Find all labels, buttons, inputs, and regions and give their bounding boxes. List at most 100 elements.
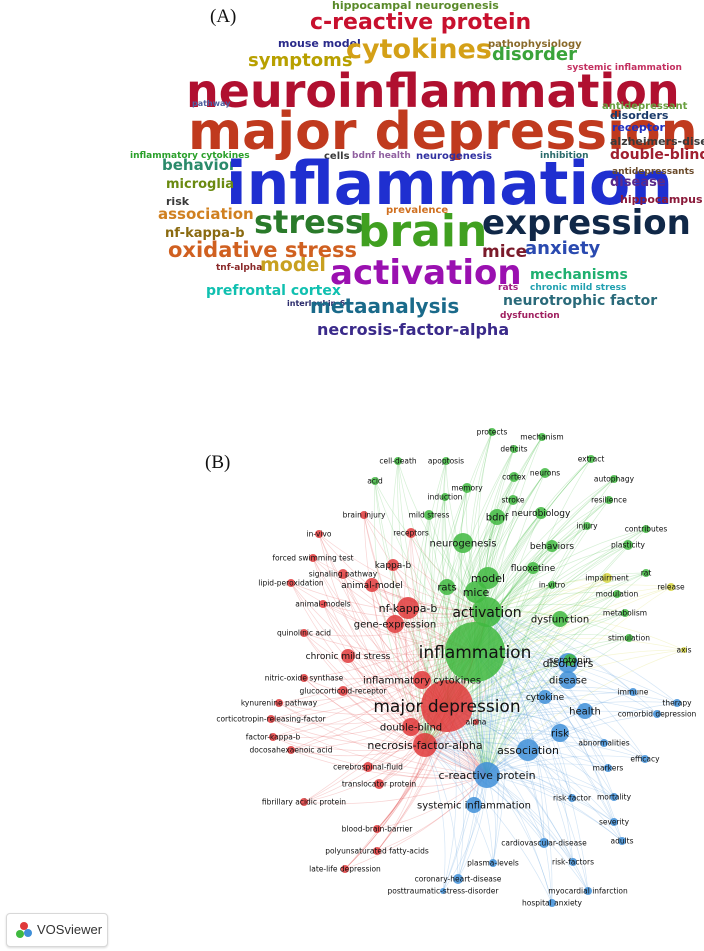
network-edge [424,744,574,863]
network-node [472,597,502,627]
panel-a-label: (A) [210,6,237,27]
network-edge [446,572,647,707]
network-node-label: cerebrospinal-fluid [333,763,403,772]
network-node-label: cytokine [526,693,565,703]
network-node-label: corticotropin-releasing-factor [216,715,326,724]
network-edge [290,744,426,757]
network-edge [367,766,488,780]
network-edge [424,662,569,746]
network-edge [442,651,479,892]
network-node-label: late-life depression [309,865,381,874]
network-node-label: risk [551,729,569,740]
network-node [341,865,349,873]
network-edge [486,611,634,693]
network-node-label: deficits [500,445,527,454]
network-node [413,733,437,757]
network-node-label: risk-factors [552,858,594,867]
network-node [300,629,308,637]
network-node-label: translocator protein [342,780,417,789]
word-cloud-term: disease [610,175,666,190]
network-node [548,581,556,589]
network-edge [424,744,589,892]
network-node-label: neurons [530,469,560,478]
network-node [564,654,576,666]
network-edge [486,691,634,776]
network-edge [433,496,448,707]
network-node-label: blood-brain-barrier [342,825,414,834]
network-node [625,634,633,642]
network-node-label: nf-kappa-b [379,602,438,615]
network-node [275,699,283,707]
network-edge [422,586,448,746]
word-cloud-term: metaanalysis [310,294,460,318]
network-edge [424,710,586,746]
network-node [587,455,595,463]
network-node [605,496,613,504]
vosviewer-logo-icon [16,922,32,938]
network-edge [424,729,561,746]
network-node [402,718,420,736]
network-edge [303,632,488,776]
network-edge [486,544,629,776]
network-node [338,569,348,579]
network-node [373,825,381,833]
vosviewer-badge[interactable]: VOSviewer [6,913,108,947]
word-cloud-term: model [260,254,326,276]
network-node [551,724,569,742]
word-cloud-term: tnf-alpha [216,263,263,273]
network-node-label: brain injury [343,511,386,520]
network-edge [344,651,476,870]
network-node-label: cortex [502,473,526,482]
network-edge [486,611,574,863]
word-cloud-term: association [158,205,254,223]
network-node [610,793,618,801]
network-edge [424,679,569,746]
network-node-label: polyunsaturated fatty-acids [325,847,429,856]
network-node [510,445,518,453]
network-node-label: apoptosis [428,457,464,466]
network-edge [441,460,488,776]
word-cloud-term: expression [482,203,691,243]
network-node [623,540,633,550]
network-edge [374,480,488,776]
network-edge [424,744,615,823]
network-node [442,457,450,465]
network-node-label: mechanism [520,433,563,442]
network-edge [318,533,488,613]
network-edge [486,472,546,613]
word-cloud-term: hippocampal neurogenesis [332,0,499,12]
network-edge [486,593,618,776]
network-node [673,699,681,707]
network-edge [424,744,615,798]
network-node-label: double-blind [380,723,442,734]
network-node [667,583,675,591]
network-node-label: glucocorticoid-receptor [299,687,387,696]
word-cloud-term: brain [358,206,488,257]
network-node-label: association [497,744,559,757]
network-node-label: in-vivo [307,530,332,539]
word-cloud-term: disorders [610,109,669,122]
network-edge [424,701,678,746]
network-edge [410,532,488,776]
network-node-label: plasma-levels [467,859,519,868]
network-node [489,509,505,525]
network-node [373,847,381,855]
network-edge [486,499,610,613]
network-edge [486,499,610,776]
network-node [319,600,327,608]
network-node [374,779,384,789]
network-edge [486,774,589,892]
network-edge [278,702,426,746]
network-node-label: chronic mild stress [306,652,391,662]
network-edge [424,744,573,799]
network-node-label: quinolinic acid [277,629,331,638]
network-edge [342,690,488,776]
word-cloud-term: mice [482,242,528,262]
word-cloud-term: inflammation [226,149,673,219]
network-edge [290,582,488,615]
word-cloud-term: c-reactive protein [310,10,532,35]
network-node-label: activation [452,605,521,621]
network-node [642,525,650,533]
network-edge [486,458,592,613]
network-node [406,528,416,538]
